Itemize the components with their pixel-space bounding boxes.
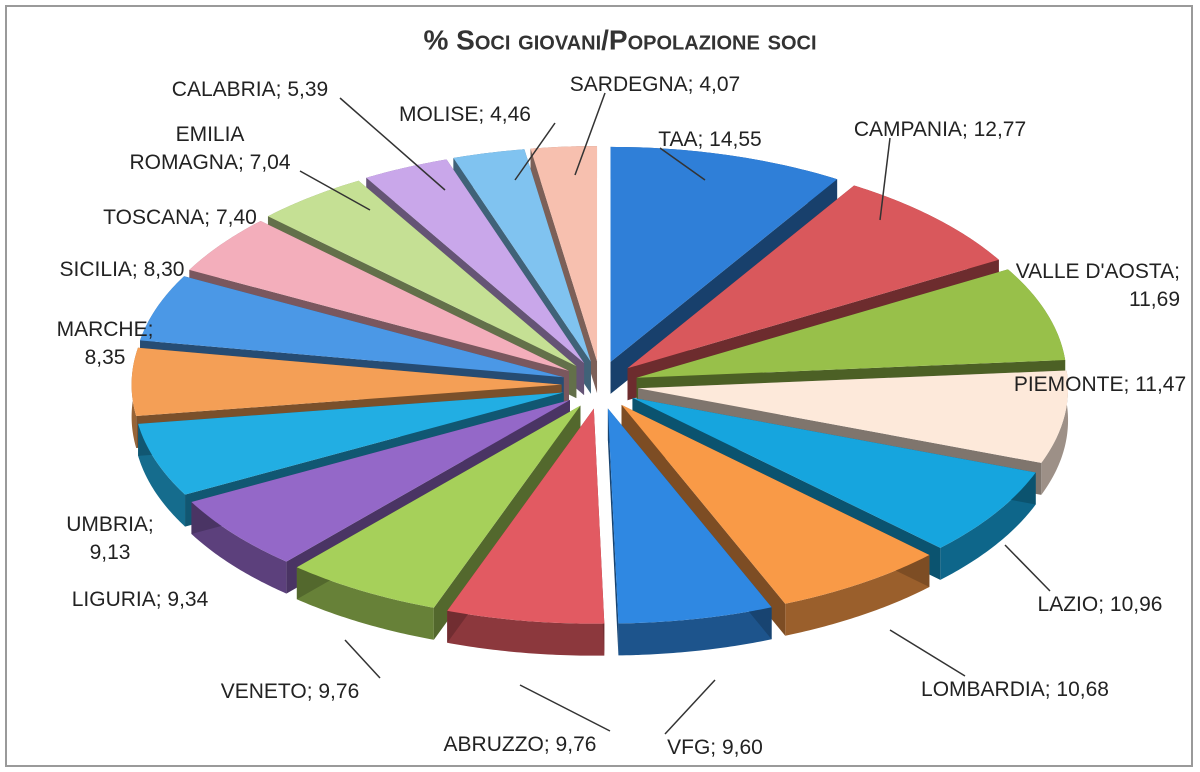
data-label-line: EMILIA	[176, 123, 245, 146]
data-label: MOLISE; 4,46	[399, 103, 531, 126]
leader-line	[1004, 544, 1051, 592]
data-label: VENETO; 9,76	[221, 680, 360, 703]
slice	[530, 146, 598, 362]
data-label-line: 11,69	[1129, 288, 1180, 311]
data-label: CALABRIA; 5,39	[172, 78, 328, 101]
leader-line	[519, 684, 611, 732]
data-label-line: SARDEGNA; 4,07	[570, 73, 740, 96]
slice	[366, 159, 585, 364]
data-label: VALLE D'AOSTA; 11,69	[1016, 260, 1180, 311]
data-label: MARCHE; 8,35	[57, 318, 154, 369]
data-label-line: ROMAGNA; 7,04	[129, 151, 290, 174]
labels: TAA; 14,55 CAMPANIA; 12,77 VALLE D'AOSTA; 1…	[57, 73, 1187, 759]
data-label-line: 9,13	[90, 541, 131, 564]
leader-line	[889, 629, 966, 677]
slice	[632, 397, 1036, 548]
slice	[296, 405, 581, 608]
data-label: TOSCANA; 7,40	[103, 206, 257, 229]
data-label-line: PIEMONTE; 11,47	[1014, 373, 1186, 396]
slice	[140, 276, 564, 378]
slice	[621, 404, 930, 604]
chart-title: % Soci giovani/Popolazione soci	[423, 24, 816, 55]
leader-line	[339, 97, 446, 191]
data-label: CAMPANIA; 12,77	[854, 118, 1026, 141]
data-label: LOMBARDIA; 10,68	[921, 678, 1109, 701]
leader-line	[574, 92, 606, 176]
leader-line	[299, 170, 371, 211]
data-label: TAA; 14,55	[658, 128, 762, 151]
slice-side	[607, 408, 619, 656]
data-label-line: TAA; 14,55	[658, 128, 762, 151]
slices	[131, 146, 1069, 656]
data-label-line: CALABRIA; 5,39	[172, 78, 328, 101]
data-label: ABRUZZO; 9,76	[444, 733, 597, 756]
slice-side	[1041, 370, 1069, 495]
data-label: LIGURIA; 9,34	[72, 588, 209, 611]
slice	[138, 392, 564, 495]
data-label: SICILIA; 8,30	[60, 258, 185, 281]
data-label-line: LAZIO; 10,96	[1038, 593, 1163, 616]
slice	[191, 399, 570, 562]
data-label-line: 8,35	[85, 346, 126, 369]
slice	[627, 185, 999, 369]
data-label-line: LIGURIA; 9,34	[72, 588, 209, 611]
slice	[267, 180, 577, 367]
data-label-line: MARCHE;	[57, 318, 154, 341]
data-label: VFG; 9,60	[667, 736, 763, 759]
leader-line	[659, 147, 706, 181]
slice-side	[618, 607, 772, 656]
slice-side	[447, 610, 605, 656]
data-label-line: VFG; 9,60	[667, 736, 763, 759]
data-label: EMILIA ROMAGNA; 7,04	[129, 123, 290, 174]
data-label-line: CAMPANIA; 12,77	[854, 118, 1026, 141]
slice	[447, 408, 605, 624]
data-label-line: MOLISE; 4,46	[399, 103, 531, 126]
data-label-line: UMBRIA;	[66, 513, 154, 536]
slice	[607, 408, 772, 624]
data-label-line: VENETO; 9,76	[221, 680, 360, 703]
data-label-line: SICILIA; 8,30	[60, 258, 185, 281]
slice	[131, 347, 562, 416]
leader-line	[344, 639, 381, 679]
slice-side	[138, 423, 186, 527]
data-label-line: VALLE D'AOSTA;	[1016, 260, 1180, 283]
leader-line	[879, 137, 891, 221]
data-label-line: ABRUZZO; 9,76	[444, 733, 597, 756]
slice	[638, 370, 1069, 463]
data-label: PIEMONTE; 11,47	[1014, 373, 1186, 396]
data-label-line: LOMBARDIA; 10,68	[921, 678, 1109, 701]
data-label: SARDEGNA; 4,07	[570, 73, 740, 96]
slice	[610, 146, 838, 362]
leader-line	[514, 122, 556, 181]
slice	[636, 269, 1066, 378]
slice-side	[785, 554, 930, 636]
leader-line	[664, 679, 716, 735]
data-label-line: TOSCANA; 7,40	[103, 206, 257, 229]
data-label: LAZIO; 10,96	[1038, 593, 1163, 616]
slice	[189, 220, 569, 371]
data-label: UMBRIA; 9,13	[66, 513, 154, 564]
slice	[453, 149, 591, 362]
slice-side	[296, 567, 434, 640]
